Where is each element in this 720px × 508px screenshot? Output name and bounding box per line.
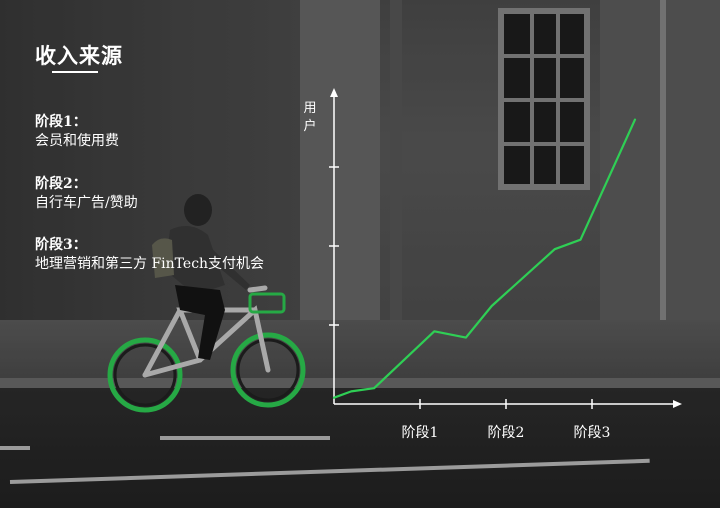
y-axis-label: 用 (303, 101, 316, 116)
x-axis-arrow (673, 400, 682, 408)
x-tick-label: 阶段2 (488, 425, 525, 441)
series-line-users (332, 118, 637, 399)
stage-2-block: 阶段2： 自行车广告/赞助 (35, 175, 305, 213)
road-marking (160, 436, 330, 440)
background-building-left (0, 0, 300, 340)
background-curb (0, 378, 720, 388)
y-axis-arrow (330, 88, 338, 97)
slide-title: 收入来源 (35, 43, 123, 68)
bike-wheel-front (230, 332, 306, 408)
stage-3-heading: 阶段3： (35, 237, 87, 253)
background-pole (660, 0, 666, 360)
stage-2-description: 自行车广告/赞助 (35, 195, 138, 211)
cyclist-illustration (107, 194, 306, 413)
background-road (0, 388, 720, 508)
bike-basket (248, 292, 286, 314)
x-tick-label: 阶段3 (574, 425, 611, 441)
background-window (498, 8, 590, 190)
stage-3-description: 地理营销和第三方 FinTech支付机会 (35, 256, 265, 272)
y-axis-label: 户 (303, 118, 316, 134)
bike-wheel-rear (107, 337, 183, 413)
background-column (300, 0, 380, 330)
stage-3-block: 阶段3： 地理营销和第三方 FinTech支付机会 (35, 236, 305, 274)
background-column (390, 0, 402, 330)
stage-1-description: 会员和使用费 (35, 133, 119, 149)
title-underline (52, 71, 98, 73)
road-marking (0, 446, 30, 450)
x-tick-label: 阶段1 (402, 425, 439, 441)
stage-1-block: 阶段1： 会员和使用费 (35, 113, 305, 151)
stage-2-heading: 阶段2： (35, 176, 87, 192)
stage-1-heading: 阶段1： (35, 114, 87, 130)
rider (152, 194, 250, 360)
